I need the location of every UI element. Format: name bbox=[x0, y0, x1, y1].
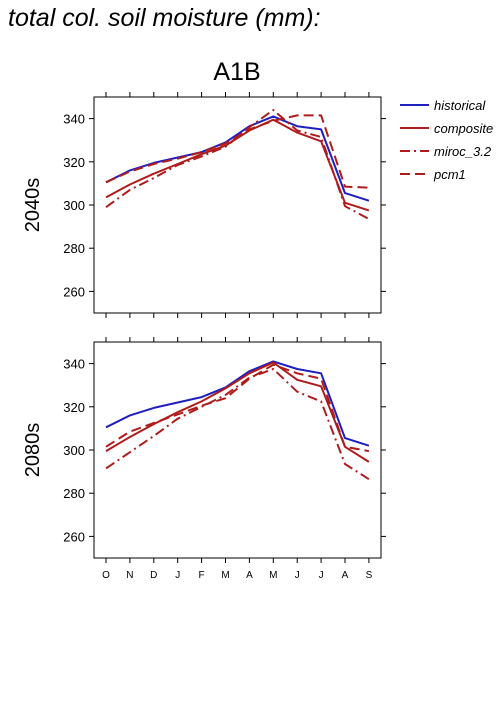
legend-item-historical: historical bbox=[400, 98, 486, 113]
plot-frame bbox=[93, 341, 382, 559]
panel-label: 2040s bbox=[22, 178, 44, 233]
x-tick-label: J bbox=[319, 570, 324, 581]
x-tick-label: A bbox=[342, 570, 349, 581]
x-tick-label: D bbox=[150, 570, 157, 581]
series-line-historical bbox=[105, 360, 370, 447]
x-tick-label: S bbox=[366, 570, 373, 581]
legend-label: composite bbox=[434, 121, 493, 136]
series-line-miroc_3.2 bbox=[105, 368, 370, 481]
y-tick-label: 280 bbox=[63, 241, 85, 256]
y-tick-label: 320 bbox=[63, 400, 85, 415]
series-line-miroc_3.2 bbox=[105, 109, 370, 220]
x-tick-label: J bbox=[295, 570, 300, 581]
x-tick-label: J bbox=[175, 570, 180, 581]
series-line-historical bbox=[105, 115, 370, 202]
legend-item-pcm1: pcm1 bbox=[400, 167, 466, 182]
y-tick-label: 280 bbox=[63, 486, 85, 501]
y-tick-label: 320 bbox=[63, 155, 85, 170]
x-tick-label: M bbox=[221, 570, 229, 581]
y-tick-label: 340 bbox=[63, 357, 85, 372]
legend-item-miroc_3.2: miroc_3.2 bbox=[400, 144, 492, 159]
legend-label: miroc_3.2 bbox=[434, 144, 492, 159]
x-tick-label: F bbox=[199, 570, 205, 581]
scenario-label: A1B bbox=[213, 58, 260, 86]
y-tick-label: 260 bbox=[63, 284, 85, 299]
x-tick-label: A bbox=[246, 570, 253, 581]
legend-label: pcm1 bbox=[433, 167, 466, 182]
y-tick-label: 340 bbox=[63, 112, 85, 127]
panel-2040s: 260 280 300 320 340 2040s bbox=[22, 92, 386, 318]
y-tick-label: 260 bbox=[63, 529, 85, 544]
x-tick-label: M bbox=[269, 570, 277, 581]
series-line-composite bbox=[105, 361, 370, 463]
panel-label: 2080s bbox=[22, 423, 44, 478]
panel-2080s: 260 280 300 320 340 2080s O N D J F M A M J J A S bbox=[22, 337, 386, 581]
plot-frame bbox=[93, 96, 382, 314]
series-line-pcm1 bbox=[105, 363, 370, 453]
x-tick-label: O bbox=[102, 570, 110, 581]
x-tick-label: N bbox=[126, 570, 133, 581]
series-line-pcm1 bbox=[105, 114, 369, 189]
legend-item-composite: composite bbox=[400, 121, 493, 136]
page-title: total col. soil moisture (mm): bbox=[8, 4, 321, 32]
legend-label: historical bbox=[434, 98, 486, 113]
y-tick-label: 300 bbox=[63, 443, 85, 458]
y-tick-label: 300 bbox=[63, 198, 85, 213]
